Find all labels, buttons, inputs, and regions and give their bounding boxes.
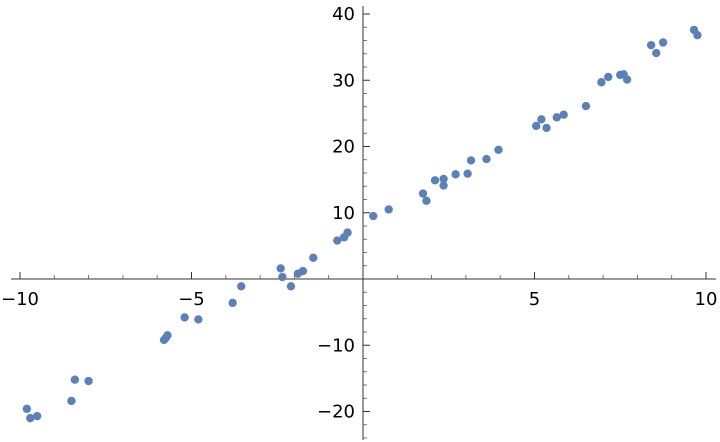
data-point bbox=[537, 115, 546, 124]
data-point bbox=[67, 396, 76, 406]
data-point bbox=[70, 375, 80, 384]
data-point bbox=[439, 181, 448, 190]
data-points bbox=[22, 25, 702, 423]
data-point bbox=[466, 156, 476, 165]
data-point bbox=[26, 413, 35, 423]
data-point bbox=[658, 38, 668, 47]
data-point bbox=[333, 236, 342, 245]
data-point bbox=[298, 266, 308, 276]
data-point bbox=[542, 123, 551, 133]
y-tick-label: 30 bbox=[332, 70, 355, 91]
data-point bbox=[180, 313, 189, 322]
data-point bbox=[463, 169, 472, 178]
data-point bbox=[646, 40, 656, 50]
x-tick-label: −5 bbox=[178, 289, 205, 310]
data-point bbox=[194, 315, 203, 324]
data-point bbox=[309, 253, 318, 262]
data-point bbox=[451, 170, 460, 179]
data-point bbox=[494, 145, 503, 155]
x-tick-label: 10 bbox=[695, 289, 718, 310]
data-point bbox=[84, 376, 93, 386]
data-point bbox=[228, 298, 237, 308]
data-point bbox=[384, 205, 393, 214]
y-tick-label: 10 bbox=[332, 203, 355, 224]
y-tick-label: −20 bbox=[317, 402, 355, 423]
data-point bbox=[369, 211, 378, 221]
y-tick-label: 20 bbox=[332, 137, 355, 158]
data-point bbox=[418, 189, 428, 198]
data-point bbox=[622, 75, 632, 84]
data-point bbox=[482, 154, 491, 164]
data-point bbox=[532, 121, 541, 131]
data-point bbox=[581, 101, 591, 111]
axis-ticks bbox=[19, 13, 707, 439]
x-tick-label: −10 bbox=[1, 289, 39, 310]
data-point bbox=[652, 48, 661, 58]
data-point bbox=[604, 72, 613, 82]
data-point bbox=[693, 31, 702, 40]
data-point bbox=[430, 176, 440, 185]
data-point bbox=[552, 113, 561, 122]
data-point bbox=[597, 78, 606, 87]
tick-labels: −10 −5 5 10 −20 −10 10 20 30 40 bbox=[1, 4, 717, 423]
data-point bbox=[276, 264, 285, 273]
data-point bbox=[22, 404, 32, 414]
data-point bbox=[237, 282, 246, 291]
data-point bbox=[559, 110, 568, 119]
data-point bbox=[32, 411, 42, 421]
y-tick-label: −10 bbox=[317, 335, 355, 356]
y-tick-label: 40 bbox=[332, 4, 355, 25]
data-point bbox=[286, 282, 296, 291]
data-point bbox=[278, 272, 287, 282]
axes bbox=[11, 6, 716, 440]
data-point bbox=[439, 174, 448, 184]
data-point bbox=[343, 228, 352, 237]
x-tick-label: 5 bbox=[529, 289, 540, 310]
data-point bbox=[422, 196, 431, 206]
data-point bbox=[163, 331, 172, 340]
